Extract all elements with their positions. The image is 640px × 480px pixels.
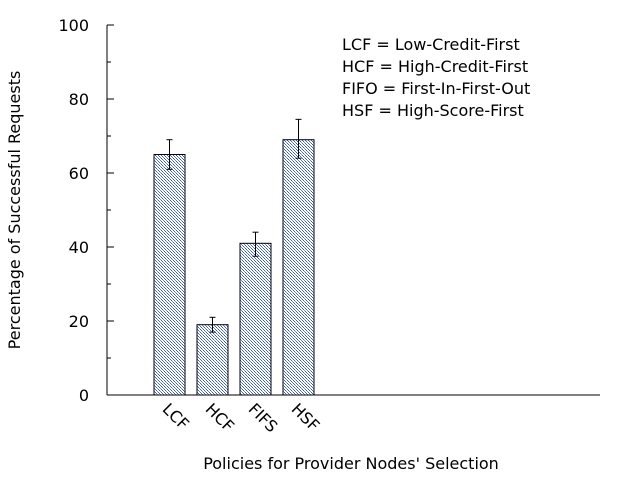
- bar-hcf: [196, 324, 229, 396]
- y-tick-label: 40: [69, 238, 89, 257]
- legend-line-lcf: LCF = Low-Credit-First: [342, 35, 520, 54]
- x-tick-label-hsf: HSF: [288, 399, 324, 435]
- x-tick-labels: LCF HCF FIFS HSF: [159, 399, 324, 436]
- bars: [153, 139, 315, 396]
- bar-fifs: [239, 242, 272, 396]
- bar-lcf: [153, 154, 186, 396]
- legend: LCF = Low-Credit-First HCF = High-Credit…: [342, 35, 530, 120]
- x-tick-label-hcf: HCF: [202, 399, 238, 435]
- legend-line-fifo: FIFO = First-In-First-Out: [342, 79, 530, 98]
- x-axis-title: Policies for Provider Nodes' Selection: [203, 454, 499, 473]
- x-tick-label-fifs: FIFS: [245, 399, 282, 436]
- y-tick-label: 100: [58, 16, 89, 35]
- y-tick-label: 0: [79, 386, 89, 405]
- y-tick-label: 60: [69, 164, 89, 183]
- y-axis-title: Percentage of Successful Requests: [5, 71, 24, 350]
- y-tick-label: 20: [69, 312, 89, 331]
- bar-hsf: [282, 139, 315, 396]
- x-tick-label-lcf: LCF: [159, 399, 193, 433]
- y-ticks: 0 20 40 60 80 100: [58, 16, 114, 405]
- legend-line-hsf: HSF = High-Score-First: [342, 101, 524, 120]
- y-tick-label: 80: [69, 90, 89, 109]
- error-bars: [166, 118, 302, 333]
- legend-line-hcf: HCF = High-Credit-First: [342, 57, 528, 76]
